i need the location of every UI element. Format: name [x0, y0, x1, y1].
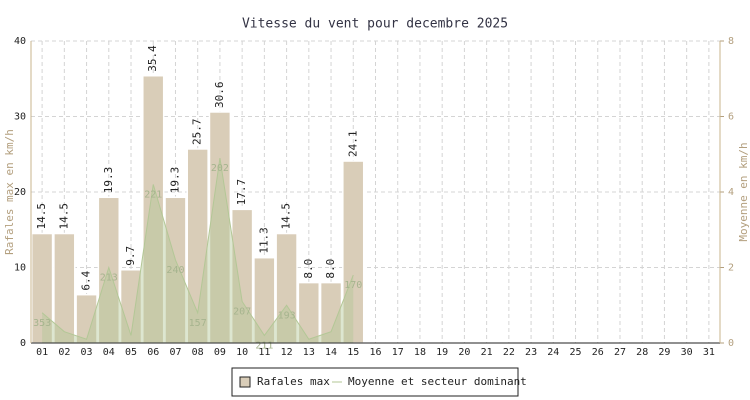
y-tick-label: 10 [14, 263, 26, 274]
y-tick-label: 20 [14, 187, 26, 198]
value-label: 8.0 [324, 259, 337, 279]
x-tick-label: 09 [214, 347, 226, 358]
x-tick-label: 31 [703, 347, 715, 358]
direction-label: 193 [278, 310, 296, 321]
x-tick-label: 23 [525, 347, 537, 358]
value-label: 25.7 [191, 118, 204, 145]
x-tick-label: 13 [303, 347, 315, 358]
direction-label: 353 [33, 318, 51, 329]
value-label: 19.3 [168, 167, 181, 194]
value-label: 30.6 [213, 81, 226, 108]
direction-label: 157 [189, 318, 207, 329]
direction-label: 170 [344, 280, 362, 291]
direction-label: 213 [100, 273, 118, 284]
x-tick-label: 25 [570, 347, 582, 358]
x-tick-label: 07 [169, 347, 181, 358]
value-label: 9.7 [124, 246, 137, 266]
area-line [41, 157, 354, 340]
x-tick-label: 20 [458, 347, 470, 358]
x-tick-label: 08 [192, 347, 204, 358]
value-label: 14.5 [57, 203, 70, 230]
y-axis-label: Rafales max en km/h [3, 129, 16, 255]
y2-tick-label: 6 [728, 112, 734, 123]
x-tick-label: 05 [125, 347, 137, 358]
y-tick-label: 0 [20, 338, 26, 349]
x-tick-label: 15 [347, 347, 359, 358]
value-label: 19.3 [102, 167, 115, 194]
x-tick-label: 22 [503, 347, 515, 358]
x-tick-label: 16 [369, 347, 381, 358]
direction-label: 240 [166, 265, 184, 276]
x-tick-label: 11 [258, 347, 270, 358]
direction-label: 207 [233, 306, 251, 317]
y2-tick-label: 2 [728, 263, 734, 274]
value-label: 35.4 [146, 45, 159, 72]
x-tick-label: 29 [658, 347, 670, 358]
x-tick-label: 27 [614, 347, 626, 358]
x-tick-label: 17 [392, 347, 404, 358]
legend-label: Moyenne et secteur dominant [348, 375, 527, 388]
value-label: 14.5 [280, 203, 293, 230]
legend-label: Rafales max [257, 375, 330, 388]
chart-title: Vitesse du vent pour decembre 2025 [242, 17, 508, 32]
y-tick-label: 30 [14, 112, 26, 123]
x-tick-label: 21 [481, 347, 493, 358]
value-label: 24.1 [346, 131, 359, 158]
x-tick-label: 26 [592, 347, 604, 358]
legend-box [231, 367, 519, 397]
y2-tick-label: 4 [728, 187, 734, 198]
value-label: 8.0 [302, 259, 315, 279]
x-tick-label: 18 [414, 347, 426, 358]
value-label: 11.3 [257, 227, 270, 254]
x-tick-label: 30 [681, 347, 693, 358]
value-label: 6.4 [80, 270, 93, 290]
y-tick-label: 40 [14, 36, 26, 47]
x-tick-label: 03 [81, 347, 93, 358]
x-tick-label: 14 [325, 347, 337, 358]
y2-tick-label: 8 [728, 36, 734, 47]
x-tick-label: 04 [103, 347, 115, 358]
x-tick-label: 19 [436, 347, 448, 358]
x-tick-label: 10 [236, 347, 248, 358]
x-tick-label: 02 [58, 347, 70, 358]
value-label: 14.5 [35, 203, 48, 230]
x-tick-label: 12 [281, 347, 293, 358]
legend-swatch [239, 376, 251, 388]
y2-tick-label: 0 [728, 338, 734, 349]
direction-label: 221 [144, 189, 162, 200]
x-tick-label: 24 [547, 347, 559, 358]
value-label: 17.7 [235, 179, 248, 206]
direction-label: 211 [255, 340, 273, 351]
x-tick-label: 06 [147, 347, 159, 358]
direction-label: 202 [211, 163, 229, 174]
x-tick-label: 28 [636, 347, 648, 358]
x-tick-label: 01 [36, 347, 48, 358]
y2-axis-label: Moyenne en km/h [737, 142, 750, 241]
